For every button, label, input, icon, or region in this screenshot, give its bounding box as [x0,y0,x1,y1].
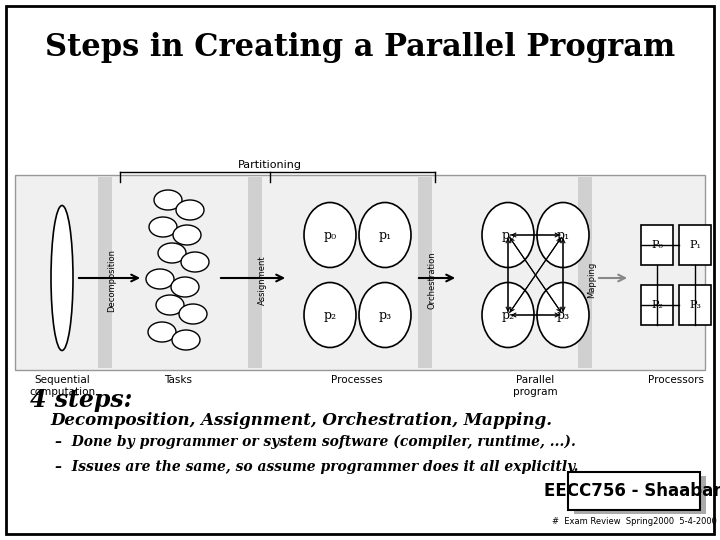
Bar [15,175,705,370]
Text: p₁: p₁ [379,228,392,241]
Ellipse shape [359,202,411,267]
Ellipse shape [537,202,589,267]
Text: P₁: P₁ [689,240,701,250]
Bar [578,177,592,368]
Text: Sequential
computation: Sequential computation [29,375,95,396]
Text: #  Exam Review  Spring2000  5-4-2000: # Exam Review Spring2000 5-4-2000 [552,517,716,526]
Ellipse shape [51,206,73,350]
Ellipse shape [158,243,186,263]
Text: 4 steps:: 4 steps: [30,388,132,412]
Text: Steps in Creating a Parallel Program: Steps in Creating a Parallel Program [45,32,675,63]
Text: –  Issues are the same, so assume programmer does it all explicitly.: – Issues are the same, so assume program… [55,460,578,474]
Bar [679,285,711,325]
Text: p₁: p₁ [557,228,570,241]
Text: –  Done by programmer or system software (compiler, runtime, ...).: – Done by programmer or system software … [55,435,576,449]
Bar [641,225,673,265]
Bar [641,285,673,325]
Ellipse shape [172,330,200,350]
Bar [248,177,262,368]
Ellipse shape [156,295,184,315]
Ellipse shape [359,282,411,348]
Text: Tasks: Tasks [164,375,192,385]
Bar [568,472,700,510]
Text: Parallel
program: Parallel program [513,375,557,396]
Text: p₂: p₂ [323,308,336,321]
Ellipse shape [304,202,356,267]
Ellipse shape [482,282,534,348]
Text: p₃: p₃ [557,308,570,321]
Bar [574,476,706,514]
Ellipse shape [146,269,174,289]
Ellipse shape [181,252,209,272]
Text: Assignment: Assignment [258,255,266,305]
Bar [98,177,112,368]
Ellipse shape [179,304,207,324]
Text: Mapping: Mapping [588,262,596,298]
Text: Decomposition, Assignment, Orchestration, Mapping.: Decomposition, Assignment, Orchestration… [50,412,552,429]
Bar [418,177,432,368]
Text: p₀: p₀ [501,228,515,241]
Text: Processes: Processes [331,375,383,385]
Ellipse shape [537,282,589,348]
Text: Processors: Processors [648,375,704,385]
Text: p₂: p₂ [501,308,515,321]
Text: p₀: p₀ [323,228,336,241]
Ellipse shape [154,190,182,210]
Text: P₃: P₃ [689,300,701,310]
Text: P₀: P₀ [651,240,663,250]
Text: Partitioning: Partitioning [238,160,302,170]
Bar [679,225,711,265]
Ellipse shape [148,322,176,342]
Ellipse shape [176,200,204,220]
Ellipse shape [173,225,201,245]
Text: Decomposition: Decomposition [107,248,117,312]
Text: EECC756 - Shaaban: EECC756 - Shaaban [544,482,720,500]
Text: Orchestration: Orchestration [428,251,436,309]
Ellipse shape [149,217,177,237]
Ellipse shape [482,202,534,267]
Ellipse shape [304,282,356,348]
Text: p₃: p₃ [379,308,392,321]
Ellipse shape [171,277,199,297]
Text: P₂: P₂ [651,300,663,310]
